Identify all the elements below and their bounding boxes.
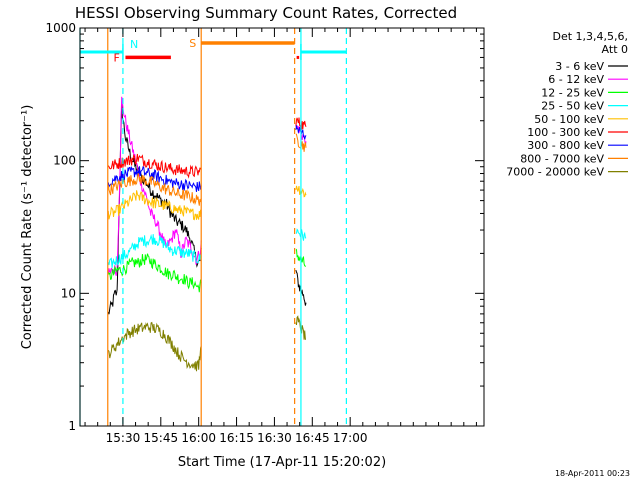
y-axis-label: Corrected Count Rate (s⁻¹ detector⁻¹) <box>20 105 35 350</box>
y-axis-ticks: 1 10 100 1000 <box>45 21 484 433</box>
x-tick-label-2: 15:45 <box>144 431 179 445</box>
legend-header-detectors: Det 1,3,4,5,6, <box>552 30 628 43</box>
legend-label-300-800-kev: 300 - 800 keV <box>527 139 604 152</box>
legend-label-100-300-kev: 100 - 300 keV <box>527 126 604 139</box>
flare-marker <box>296 55 300 59</box>
y-tick-label-1: 1 <box>68 419 76 433</box>
plot-area: NFS 15:30 15:45 16:00 16:15 16:30 16:45 17:00 … <box>45 21 485 445</box>
legend-label-7000-20000-kev: 7000 - 20000 keV <box>506 166 604 179</box>
series-100-300-kev-segment-1 <box>107 153 202 179</box>
series-6-12-kev-segment-1 <box>107 96 202 276</box>
x-tick-label-5: 16:30 <box>257 431 292 445</box>
plot-frame <box>79 27 485 427</box>
legend-label-25-50-kev: 25 - 50 keV <box>541 100 604 113</box>
legend-label-800-7000-kev: 800 - 7000 keV <box>520 152 604 165</box>
series-7000-20000-kev-segment-1 <box>107 321 202 372</box>
x-tick-label-6: 16:45 <box>295 431 330 445</box>
legend-label-50-100-kev: 50 - 100 keV <box>534 113 604 126</box>
legend-header-attenuator: Att 0 <box>602 43 628 56</box>
legend-label-3-6-kev: 3 - 6 keV <box>555 60 604 73</box>
x-axis-label: Start Time (17-Apr-11 15:20:02) <box>178 455 386 470</box>
chart-title: HESSI Observing Summary Count Rates, Cor… <box>75 4 457 22</box>
series-3-6-kev-segment-1 <box>107 103 202 315</box>
series-layer <box>107 96 307 372</box>
saa-label: S <box>189 37 196 50</box>
night-label: N <box>130 38 138 51</box>
flare-label: F <box>113 51 119 64</box>
series-25-50-kev-segment-1 <box>107 233 202 268</box>
x-tick-label-4: 16:15 <box>219 431 254 445</box>
series-12-25-kev-segment-1 <box>107 253 202 293</box>
legend-label-12-25-kev: 12 - 25 keV <box>541 86 604 99</box>
x-tick-label-3: 16:00 <box>181 431 216 445</box>
footer-timestamp: 18-Apr-2011 00:23 <box>555 469 630 478</box>
x-tick-label-7: 17:00 <box>333 431 368 445</box>
y-tick-label-3: 100 <box>53 154 76 168</box>
x-tick-label-1: 15:30 <box>106 431 141 445</box>
x-axis-ticks: 15:30 15:45 16:00 16:15 16:30 16:45 17:00 <box>84 28 477 445</box>
legend-label-6-12-kev: 6 - 12 keV <box>548 73 604 86</box>
series-50-100-kev-segment-1 <box>107 190 202 221</box>
y-tick-label-2: 10 <box>61 286 76 300</box>
series-800-7000-kev-segment-1 <box>107 173 202 206</box>
y-tick-label-4: 1000 <box>45 21 76 35</box>
